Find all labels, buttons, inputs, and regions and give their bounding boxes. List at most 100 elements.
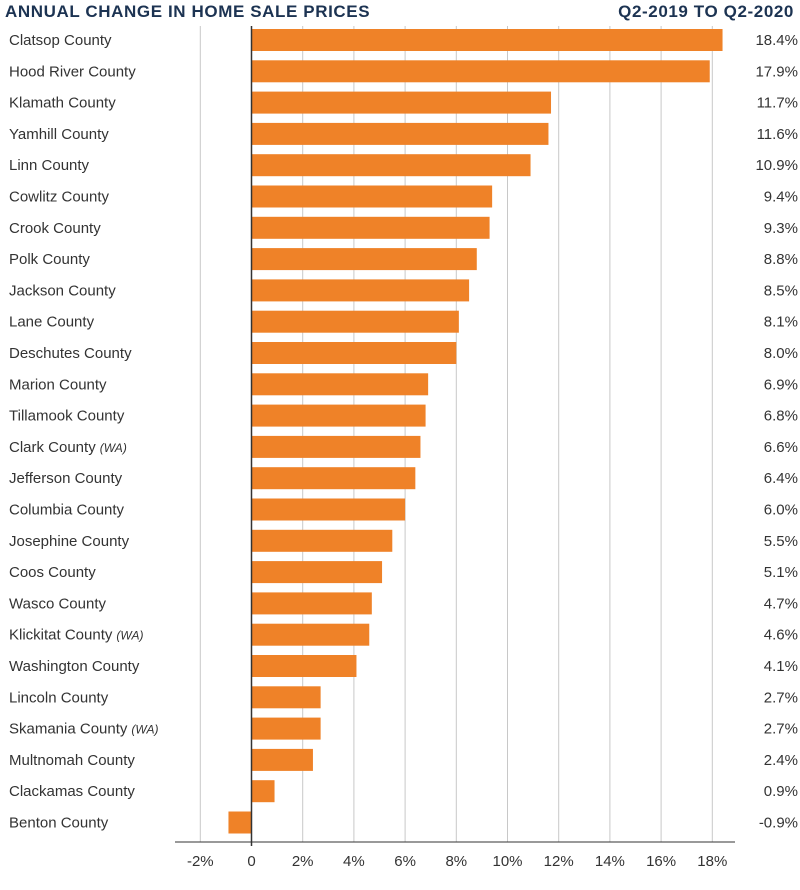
value-label: 8.0% <box>764 345 798 362</box>
category-label: Tillamook County <box>9 408 125 425</box>
bar <box>251 435 421 458</box>
value-label: 9.4% <box>764 189 798 206</box>
category-name: Clackamas County <box>9 783 135 800</box>
bar <box>251 748 313 771</box>
value-label: 11.7% <box>757 95 798 112</box>
bar <box>251 91 552 114</box>
category-name: Clatsop County <box>9 32 112 49</box>
category-label: Deschutes County <box>9 345 132 362</box>
value-label: 6.9% <box>764 376 798 393</box>
chart-title: ANNUAL CHANGE IN HOME SALE PRICES <box>5 2 371 21</box>
category-name: Washington County <box>9 658 140 675</box>
bar <box>251 717 321 740</box>
value-label: 6.4% <box>764 470 798 487</box>
category-name: Jackson County <box>9 282 116 299</box>
value-label: 10.9% <box>755 157 798 174</box>
category-label: Lincoln County <box>9 689 109 706</box>
category-name: Cowlitz County <box>9 189 110 206</box>
category-name: Klamath County <box>9 95 116 112</box>
category-note: (WA) <box>116 629 143 643</box>
x-tick-label: 8% <box>445 853 467 870</box>
value-label: 4.1% <box>764 658 798 675</box>
value-label: 8.1% <box>764 314 798 331</box>
value-label: 4.6% <box>764 627 798 644</box>
value-label: -0.9% <box>759 815 798 832</box>
category-label: Clatsop County <box>9 32 112 49</box>
category-name: Marion County <box>9 376 107 393</box>
x-tick-label: -2% <box>187 853 214 870</box>
category-label: Josephine County <box>9 533 130 550</box>
category-label: Benton County <box>9 815 109 832</box>
value-label: 17.9% <box>755 63 798 80</box>
x-tick-label: 4% <box>343 853 365 870</box>
bar <box>251 561 383 584</box>
category-label: Coos County <box>9 564 96 581</box>
value-label: 8.8% <box>764 251 798 268</box>
category-name: Klickitat County <box>9 627 113 644</box>
bar <box>251 780 275 803</box>
chart-period: Q2-2019 TO Q2-2020 <box>618 2 794 21</box>
bar <box>251 154 531 177</box>
category-label: Klamath County <box>9 95 116 112</box>
category-label: Yamhill County <box>9 126 109 143</box>
category-name: Wasco County <box>9 595 106 612</box>
value-label: 6.0% <box>764 502 798 519</box>
value-label: 8.5% <box>764 282 798 299</box>
bar <box>251 29 723 51</box>
category-name: Benton County <box>9 815 109 832</box>
value-label: 5.1% <box>764 564 798 581</box>
x-tick-label: 18% <box>697 853 727 870</box>
category-label: Clackamas County <box>9 783 135 800</box>
x-tick-label: 0 <box>247 853 255 870</box>
value-label: 2.7% <box>764 689 798 706</box>
category-label: Wasco County <box>9 595 106 612</box>
value-label: 2.4% <box>764 752 798 769</box>
bar <box>251 60 710 83</box>
bars <box>228 29 723 834</box>
bar <box>251 216 490 239</box>
bar <box>251 248 477 271</box>
category-name: Hood River County <box>9 63 136 80</box>
category-name: Coos County <box>9 564 96 581</box>
category-label: Klickitat County (WA) <box>9 627 143 644</box>
category-label: Lane County <box>9 314 95 331</box>
bar <box>251 373 429 396</box>
x-axis: -2% 0 2% 4% 6% 8% 10% 12% 14% 16% 18% <box>175 26 735 870</box>
category-name: Tillamook County <box>9 408 125 425</box>
category-label: Linn County <box>9 157 90 174</box>
x-tick-label: 14% <box>595 853 625 870</box>
bar <box>251 655 357 677</box>
category-name: Jefferson County <box>9 470 123 487</box>
category-name: Clark County <box>9 439 96 456</box>
x-tick-label: 12% <box>544 853 574 870</box>
category-label: Washington County <box>9 658 140 675</box>
bar <box>251 623 370 646</box>
x-tick-label: 10% <box>492 853 522 870</box>
category-name: Polk County <box>9 251 90 268</box>
bar <box>251 498 406 521</box>
chart-header: ANNUAL CHANGE IN HOME SALE PRICES Q2-201… <box>0 0 800 26</box>
category-note: (WA) <box>100 441 127 455</box>
bar <box>228 811 252 834</box>
category-label: Columbia County <box>9 502 125 519</box>
category-labels: Clatsop County Hood River County Klamath C… <box>9 32 159 832</box>
category-label: Jackson County <box>9 282 116 299</box>
value-label: 18.4% <box>755 32 798 49</box>
category-label: Hood River County <box>9 63 136 80</box>
x-tick-label: 6% <box>394 853 416 870</box>
category-label: Clark County (WA) <box>9 439 127 456</box>
category-label: Multnomah County <box>9 752 135 769</box>
bar <box>251 592 372 615</box>
category-name: Linn County <box>9 157 90 174</box>
value-label: 11.6% <box>757 126 798 143</box>
bar <box>251 529 393 552</box>
value-label: 4.7% <box>764 595 798 612</box>
value-label: 9.3% <box>764 220 798 237</box>
bar <box>251 686 321 709</box>
bar <box>251 342 457 364</box>
bar <box>251 122 549 145</box>
category-name: Crook County <box>9 220 101 237</box>
category-name: Deschutes County <box>9 345 132 362</box>
value-label: 6.6% <box>764 439 798 456</box>
